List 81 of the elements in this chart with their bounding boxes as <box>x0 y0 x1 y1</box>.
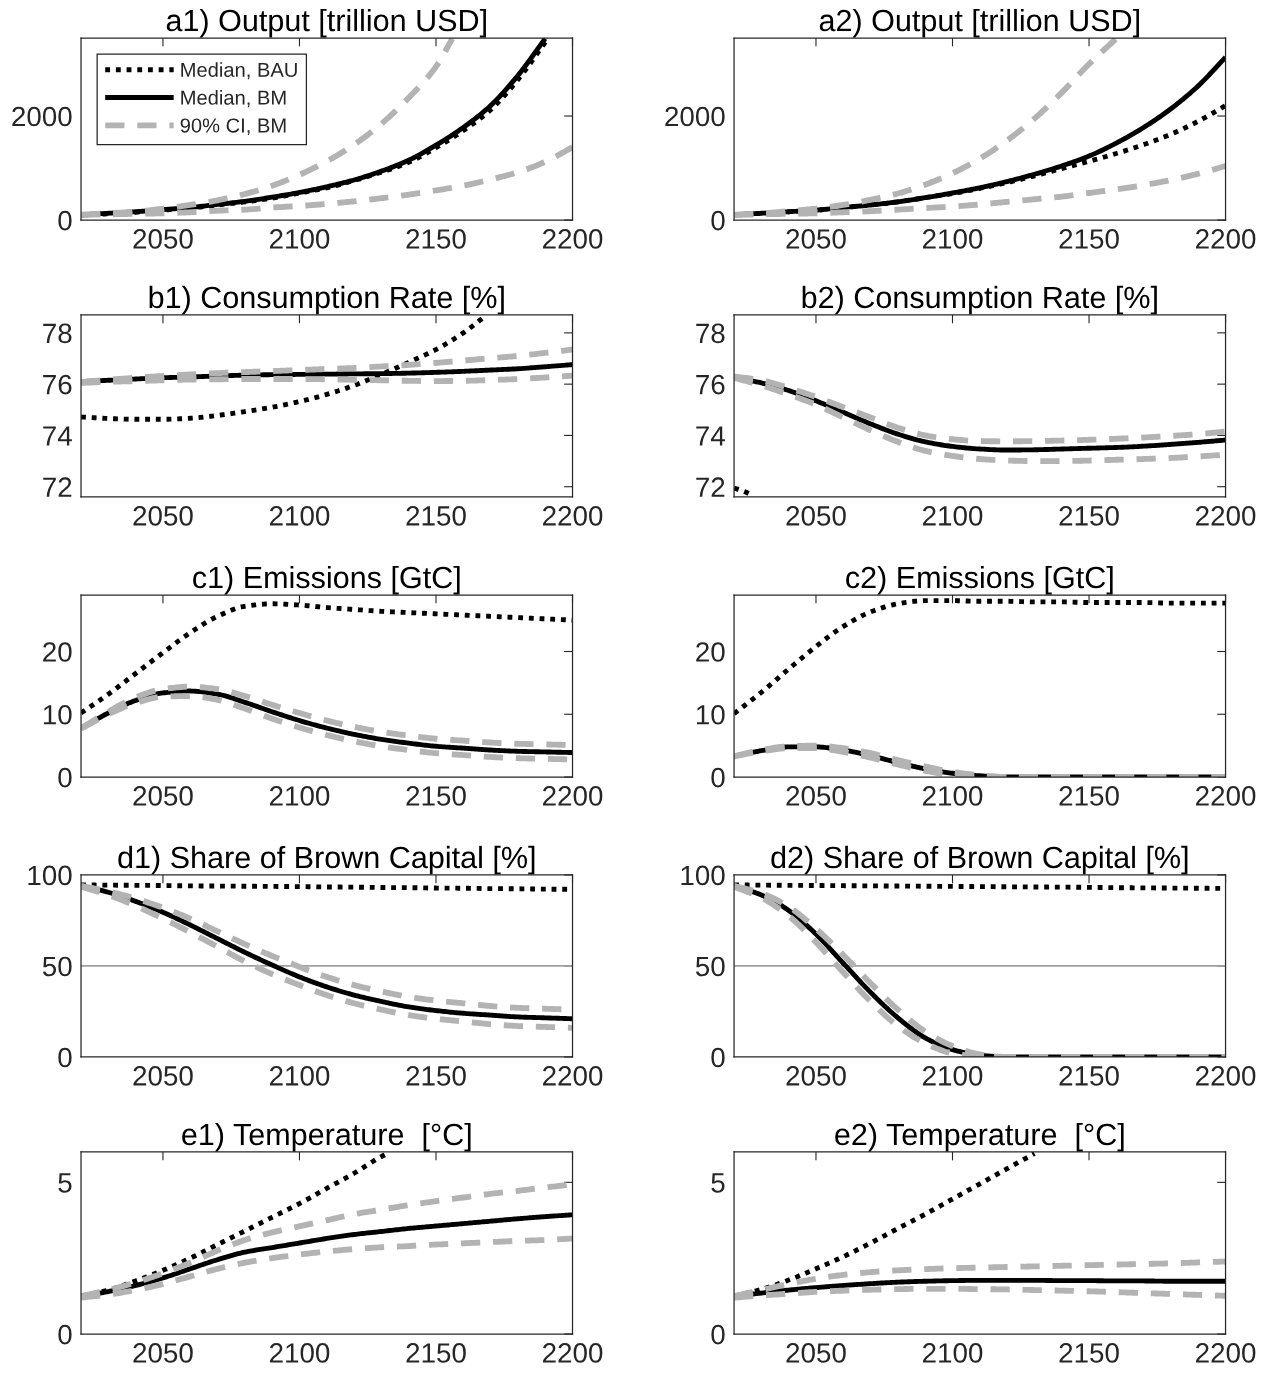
x-tick-label: 2050 <box>786 1343 846 1363</box>
chart-title: a2) Output [trillion USD] <box>819 8 1139 38</box>
y-tick-label: 5 <box>58 1173 72 1193</box>
x-tick-label: 2050 <box>786 506 846 526</box>
x-tick-label: 2050 <box>133 229 193 249</box>
y-tick-label: 0 <box>711 1047 725 1068</box>
y-tick-label: 0 <box>58 210 72 231</box>
y-tick-label: 2000 <box>665 106 725 127</box>
x-tick-label: 2150 <box>1059 1343 1119 1363</box>
x-tick-label: 2200 <box>543 786 603 806</box>
y-tick-label: 78 <box>696 323 725 344</box>
x-tick-label: 2100 <box>923 229 983 249</box>
legend-label: Median, BAU <box>181 62 297 80</box>
x-tick-label: 2200 <box>543 1066 603 1086</box>
y-tick-label: 0 <box>58 1047 72 1068</box>
y-tick-label: 0 <box>711 767 725 788</box>
chart-title: d2) Share of Brown Capital [%] <box>771 845 1188 875</box>
x-tick-label: 2050 <box>133 786 193 806</box>
x-tick-label: 2150 <box>406 506 466 526</box>
x-tick-label: 2050 <box>133 1343 193 1363</box>
y-tick-label: 20 <box>696 642 725 662</box>
y-tick-label: 72 <box>43 477 72 497</box>
y-tick-label: 10 <box>43 704 72 725</box>
x-tick-label: 2100 <box>269 786 330 806</box>
x-tick-label: 2050 <box>786 229 846 249</box>
y-tick-label: 78 <box>43 323 72 344</box>
x-tick-label: 2150 <box>406 1066 466 1086</box>
legend-label: Median, BM <box>181 90 286 108</box>
x-tick-label: 2200 <box>1196 506 1256 526</box>
chart-title: a1) Output [trillion USD] <box>166 8 486 38</box>
y-tick-label: 0 <box>711 1324 725 1345</box>
legend-label: 90% CI, BM <box>180 118 286 136</box>
x-tick-label: 2200 <box>543 506 603 526</box>
y-tick-label: 100 <box>681 865 725 886</box>
chart-title: e1) Temperature [°C] <box>182 1122 471 1152</box>
x-tick-label: 2100 <box>269 229 330 249</box>
x-tick-label: 2200 <box>1196 786 1256 806</box>
x-tick-label: 2200 <box>1196 1343 1256 1363</box>
y-tick-label: 74 <box>696 426 725 446</box>
x-tick-label: 2150 <box>406 786 466 806</box>
chart-title: b2) Consumption Rate [%] <box>802 285 1157 315</box>
chart-title: b1) Consumption Rate [%] <box>149 285 504 315</box>
x-tick-label: 2100 <box>923 1343 983 1363</box>
x-tick-label: 2150 <box>1059 1066 1119 1086</box>
chart-title: c1) Emissions [GtC] <box>193 565 460 595</box>
chart-title: e2) Temperature [°C] <box>835 1122 1124 1152</box>
y-tick-label: 2000 <box>12 106 72 127</box>
x-tick-label: 2100 <box>923 1066 983 1086</box>
x-tick-label: 2100 <box>269 1066 330 1086</box>
x-tick-label: 2050 <box>786 1066 846 1086</box>
x-tick-label: 2100 <box>923 786 983 806</box>
y-tick-label: 76 <box>696 374 725 395</box>
x-tick-label: 2100 <box>923 506 983 526</box>
y-tick-label: 0 <box>58 1324 72 1345</box>
x-tick-label: 2050 <box>133 506 193 526</box>
x-tick-label: 2150 <box>1059 229 1119 249</box>
y-tick-label: 74 <box>43 426 72 446</box>
x-tick-label: 2200 <box>1196 1066 1256 1086</box>
chart-title: c2) Emissions [GtC] <box>846 565 1113 595</box>
y-tick-label: 5 <box>711 1173 725 1193</box>
y-tick-label: 0 <box>58 767 72 788</box>
x-tick-label: 2150 <box>1059 506 1119 526</box>
y-tick-label: 0 <box>711 210 725 231</box>
y-tick-label: 100 <box>28 865 72 886</box>
chart-title: d1) Share of Brown Capital [%] <box>118 845 535 875</box>
x-tick-label: 2100 <box>269 506 330 526</box>
x-tick-label: 2150 <box>406 229 466 249</box>
x-tick-label: 2200 <box>543 1343 603 1363</box>
x-tick-label: 2050 <box>786 786 846 806</box>
x-tick-label: 2150 <box>406 1343 466 1363</box>
y-tick-label: 72 <box>696 477 725 497</box>
y-tick-label: 76 <box>43 374 72 395</box>
x-tick-label: 2200 <box>543 229 603 249</box>
y-tick-label: 50 <box>42 956 72 977</box>
x-tick-label: 2100 <box>269 1343 330 1363</box>
x-tick-label: 2150 <box>1059 786 1119 806</box>
y-tick-label: 20 <box>43 642 72 662</box>
x-tick-label: 2050 <box>133 1066 193 1086</box>
y-tick-label: 10 <box>696 704 725 725</box>
x-tick-label: 2200 <box>1196 229 1256 249</box>
y-tick-label: 50 <box>695 956 725 977</box>
